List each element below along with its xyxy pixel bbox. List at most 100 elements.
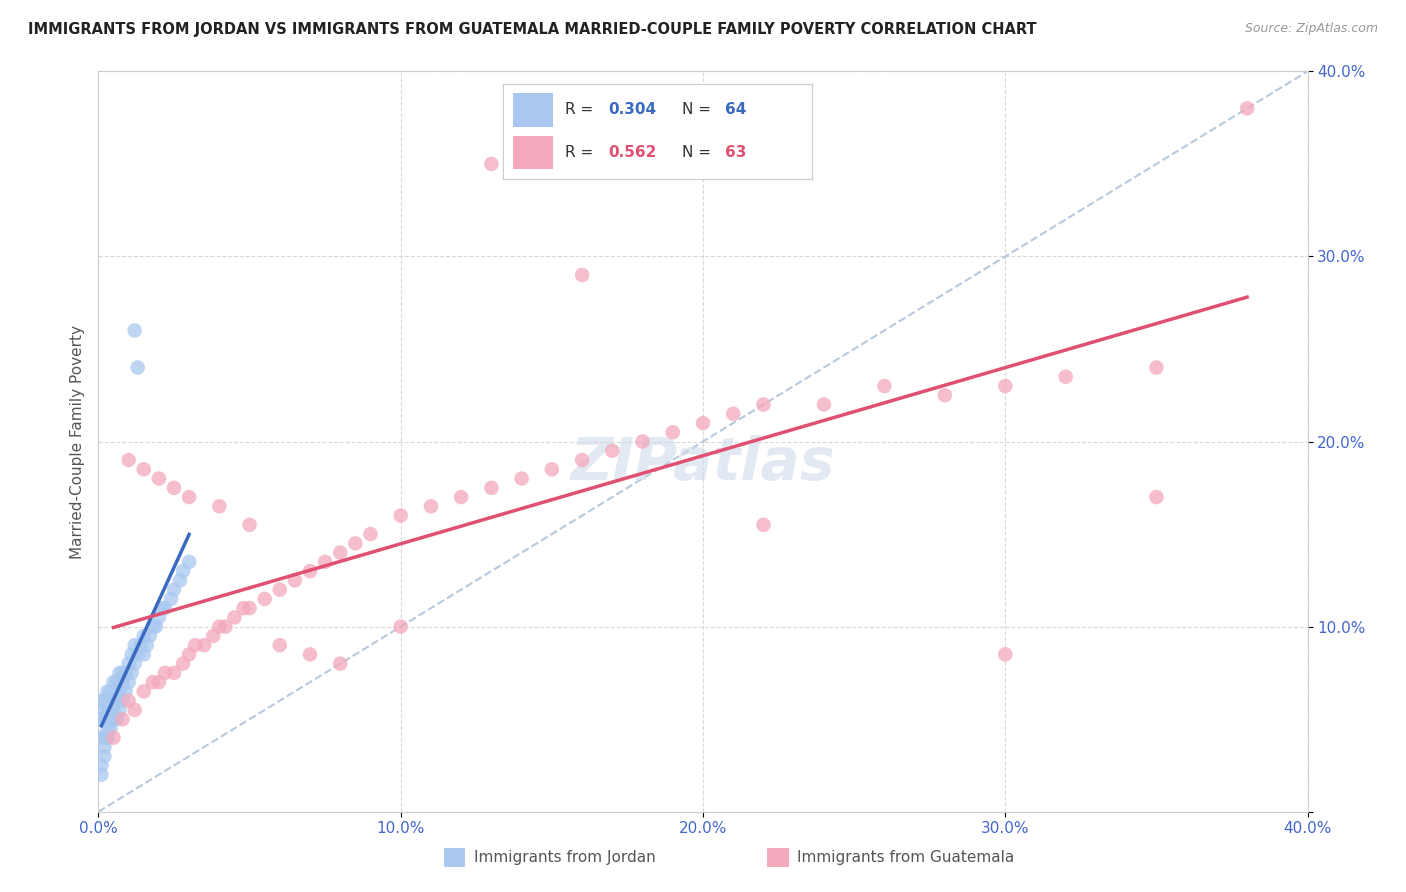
Point [299, 648, 322, 662]
Point [148, 472, 170, 486]
Point [114, 665, 136, 680]
Point [481, 481, 503, 495]
Point [124, 703, 146, 717]
Point [121, 665, 143, 680]
Point [111, 675, 134, 690]
Point [389, 508, 412, 523]
Point [329, 657, 352, 671]
Point [105, 694, 128, 708]
Point [121, 648, 143, 662]
Point [269, 638, 291, 652]
Point [160, 591, 183, 606]
Point [96, 731, 118, 745]
Point [299, 564, 322, 578]
Point [148, 610, 170, 624]
Point [540, 462, 562, 476]
Point [100, 684, 122, 698]
Point [108, 703, 131, 717]
Text: ZIPatlas: ZIPatlas [571, 435, 835, 492]
Point [571, 268, 593, 282]
Point [96, 703, 118, 717]
Point [481, 157, 503, 171]
Point [127, 648, 149, 662]
Point [90, 712, 112, 726]
Point [111, 712, 134, 726]
Text: Source: ZipAtlas.com: Source: ZipAtlas.com [1244, 22, 1378, 36]
Point [93, 731, 115, 745]
Point [179, 648, 201, 662]
Point [1236, 101, 1258, 115]
Point [90, 767, 112, 781]
Point [124, 638, 146, 652]
Point [153, 665, 176, 680]
Point [752, 398, 775, 412]
Point [108, 684, 131, 698]
Point [96, 684, 118, 698]
Point [96, 722, 118, 736]
Point [96, 731, 118, 745]
Point [139, 629, 162, 643]
Point [169, 574, 191, 588]
Point [994, 379, 1017, 393]
Point [179, 490, 201, 504]
Point [93, 749, 115, 764]
Text: IMMIGRANTS FROM JORDAN VS IMMIGRANTS FROM GUATEMALA MARRIED-COUPLE FAMILY POVERT: IMMIGRANTS FROM JORDAN VS IMMIGRANTS FRO… [28, 22, 1036, 37]
Point [723, 407, 745, 421]
Point [135, 638, 157, 652]
Text: Immigrants from Jordan: Immigrants from Jordan [474, 850, 655, 864]
Point [284, 574, 307, 588]
Point [118, 453, 141, 467]
Point [184, 638, 207, 652]
Point [108, 665, 131, 680]
Point [179, 555, 201, 569]
Point [127, 360, 149, 375]
Point [148, 675, 170, 690]
Point [103, 675, 125, 690]
Point [103, 703, 125, 717]
Text: Immigrants from Guatemala: Immigrants from Guatemala [797, 850, 1015, 864]
Point [90, 731, 112, 745]
Point [132, 629, 155, 643]
Point [1144, 490, 1167, 504]
Point [239, 601, 262, 615]
Point [142, 675, 165, 690]
Point [90, 758, 112, 772]
Point [239, 517, 262, 532]
Point [153, 601, 176, 615]
Point [344, 536, 367, 550]
Point [208, 619, 231, 633]
Point [1144, 360, 1167, 375]
Point [118, 694, 141, 708]
Point [172, 564, 194, 578]
Point [118, 657, 141, 671]
Point [360, 527, 382, 541]
Point [163, 665, 186, 680]
Point [100, 703, 122, 717]
Point [994, 648, 1017, 662]
Point [214, 619, 236, 633]
Point [571, 453, 593, 467]
Point [692, 416, 714, 430]
Point [420, 500, 443, 514]
Point [269, 582, 291, 597]
Point [118, 675, 141, 690]
Point [1054, 369, 1077, 384]
Point [163, 481, 186, 495]
Point [193, 638, 215, 652]
Point [105, 694, 128, 708]
Point [93, 703, 115, 717]
Point [172, 657, 194, 671]
Point [108, 684, 131, 698]
Point [602, 443, 624, 458]
Point [389, 619, 412, 633]
Point [150, 601, 173, 615]
Point [111, 694, 134, 708]
Point [661, 425, 683, 440]
Point [510, 472, 533, 486]
Point [314, 555, 336, 569]
Point [132, 684, 155, 698]
Point [103, 712, 125, 726]
Point [329, 545, 352, 560]
Point [934, 388, 956, 402]
Point [100, 722, 122, 736]
